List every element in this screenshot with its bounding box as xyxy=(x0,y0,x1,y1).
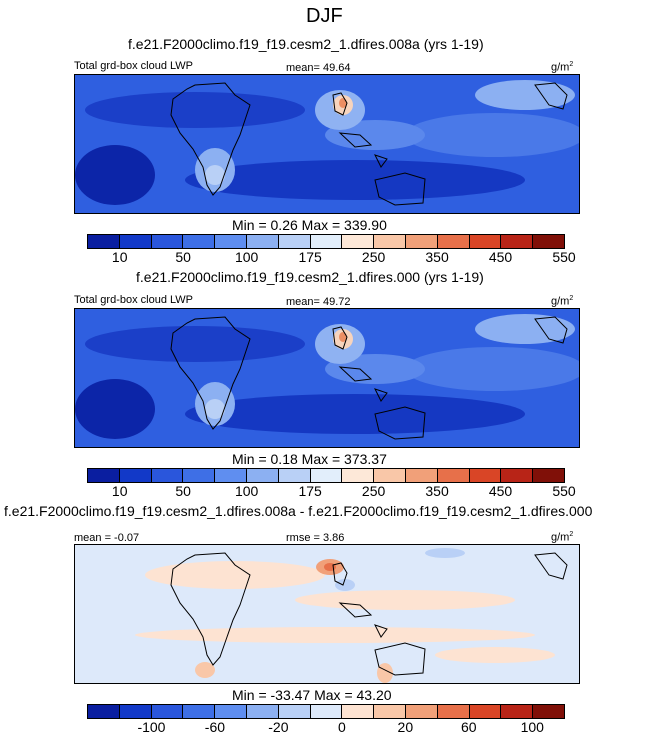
colorbar-swatch xyxy=(469,235,502,248)
colorbar-tick-label: 175 xyxy=(298,249,322,265)
colorbar-tick-label: 10 xyxy=(111,483,128,499)
colorbar-swatch xyxy=(533,235,564,248)
colorbar-tick-label: 60 xyxy=(461,719,477,735)
panel3-map xyxy=(74,544,580,684)
colorbar-tick-label: 350 xyxy=(425,483,449,499)
colorbar-swatch xyxy=(310,705,343,718)
colorbar-tick-label: 20 xyxy=(397,719,414,735)
panel2-map xyxy=(74,308,580,448)
panel2-minmax: Min = 0.18 Max = 373.37 xyxy=(232,451,387,467)
colorbar-swatch xyxy=(88,469,120,482)
colorbar-tick-label: 250 xyxy=(361,483,386,499)
panel3-rmse-label: rmse = 3.86 xyxy=(286,532,345,544)
panel1-minmax: Min = 0.26 Max = 339.90 xyxy=(232,217,387,233)
panel2-colorbar-ticks: 10 50 100 175 250 350 450 550 xyxy=(0,484,648,500)
colorbar-swatch xyxy=(469,705,502,718)
colorbar-swatch xyxy=(533,705,564,718)
panel2-case-title: f.e21.F2000climo.f19_f19.cesm2_1.dfires.… xyxy=(136,269,484,285)
panel3-colorbar-ticks: -100 -60 -20 0 20 60 100 xyxy=(0,720,648,736)
colorbar-swatch xyxy=(437,235,470,248)
colorbar-swatch xyxy=(405,469,438,482)
colorbar-swatch xyxy=(437,469,470,482)
colorbar-tick-label: 100 xyxy=(234,483,259,499)
colorbar-tick-label: 250 xyxy=(361,249,386,265)
colorbar-swatch xyxy=(88,235,120,248)
panel1-units-label: g/m2 xyxy=(551,61,574,74)
colorbar-swatch xyxy=(342,705,375,718)
panel1-colorbar-ticks: 10 50 100 175 250 350 450 550 xyxy=(0,250,648,266)
colorbar-swatch xyxy=(310,469,343,482)
colorbar-swatch xyxy=(246,235,279,248)
colorbar-tick-label: 450 xyxy=(488,249,513,265)
colorbar-swatch xyxy=(310,235,343,248)
colorbar-tick-label: 50 xyxy=(175,483,191,499)
colorbar-swatch xyxy=(183,469,216,482)
panel1-case-title: f.e21.F2000climo.f19_f19.cesm2_1.dfires.… xyxy=(128,36,484,52)
colorbar-swatch xyxy=(246,469,279,482)
colorbar-tick-label: -100 xyxy=(137,719,166,735)
panel1-map xyxy=(74,74,580,214)
colorbar-tick-label: 100 xyxy=(234,249,259,265)
colorbar-swatch xyxy=(501,235,534,248)
colorbar-swatch xyxy=(374,235,406,248)
colorbar-swatch xyxy=(342,469,375,482)
panel3-colorbar xyxy=(87,704,565,719)
panel1-mean-label: mean= 49.64 xyxy=(286,62,351,74)
panel3-case-title: f.e21.F2000climo.f19_f19.cesm2_1.dfires.… xyxy=(4,503,593,519)
panel2-units-label: g/m2 xyxy=(551,295,574,308)
colorbar-swatch xyxy=(501,469,534,482)
colorbar-swatch xyxy=(405,235,438,248)
colorbar-swatch xyxy=(215,469,247,482)
colorbar-swatch xyxy=(374,705,406,718)
colorbar-tick-label: 175 xyxy=(298,483,322,499)
panel3-units-label: g/m2 xyxy=(551,531,574,544)
colorbar-swatch xyxy=(278,235,311,248)
colorbar-swatch xyxy=(88,705,120,718)
colorbar-tick-label: -60 xyxy=(204,719,226,735)
colorbar-swatch xyxy=(278,705,311,718)
colorbar-swatch xyxy=(405,705,438,718)
colorbar-swatch xyxy=(469,469,502,482)
panel2-mean-label: mean= 49.72 xyxy=(286,296,351,308)
colorbar-swatch xyxy=(342,235,375,248)
colorbar-swatch xyxy=(151,235,184,248)
colorbar-swatch xyxy=(437,705,470,718)
colorbar-tick-label: -20 xyxy=(268,719,289,735)
colorbar-tick-label: 50 xyxy=(175,249,191,265)
colorbar-swatch xyxy=(119,235,152,248)
colorbar-swatch xyxy=(119,705,152,718)
colorbar-swatch xyxy=(119,469,152,482)
panel3-mean-label: mean = -0.07 xyxy=(74,532,140,544)
colorbar-swatch xyxy=(215,705,247,718)
panel1-variable-label: Total grd-box cloud LWP xyxy=(74,60,194,72)
colorbar-swatch xyxy=(501,705,534,718)
colorbar-tick-label: 550 xyxy=(552,483,576,499)
panel3-minmax: Min = -33.47 Max = 43.20 xyxy=(232,687,392,703)
colorbar-swatch xyxy=(533,469,564,482)
colorbar-tick-label: 10 xyxy=(111,249,128,265)
colorbar-tick-label: 350 xyxy=(425,249,449,265)
panel1-colorbar xyxy=(87,234,565,249)
colorbar-swatch xyxy=(183,235,216,248)
colorbar-tick-label: 450 xyxy=(488,483,513,499)
colorbar-swatch xyxy=(278,469,311,482)
page-title: DJF xyxy=(306,5,343,27)
colorbar-tick-label: 100 xyxy=(520,719,544,735)
colorbar-swatch xyxy=(215,235,247,248)
panel2-colorbar xyxy=(87,468,565,483)
panel2-variable-label: Total grd-box cloud LWP xyxy=(74,294,194,306)
colorbar-swatch xyxy=(183,705,216,718)
colorbar-swatch xyxy=(374,469,406,482)
colorbar-swatch xyxy=(151,705,184,718)
colorbar-swatch xyxy=(151,469,184,482)
colorbar-tick-label: 550 xyxy=(552,249,576,265)
colorbar-swatch xyxy=(246,705,279,718)
colorbar-tick-label: 0 xyxy=(337,719,346,735)
